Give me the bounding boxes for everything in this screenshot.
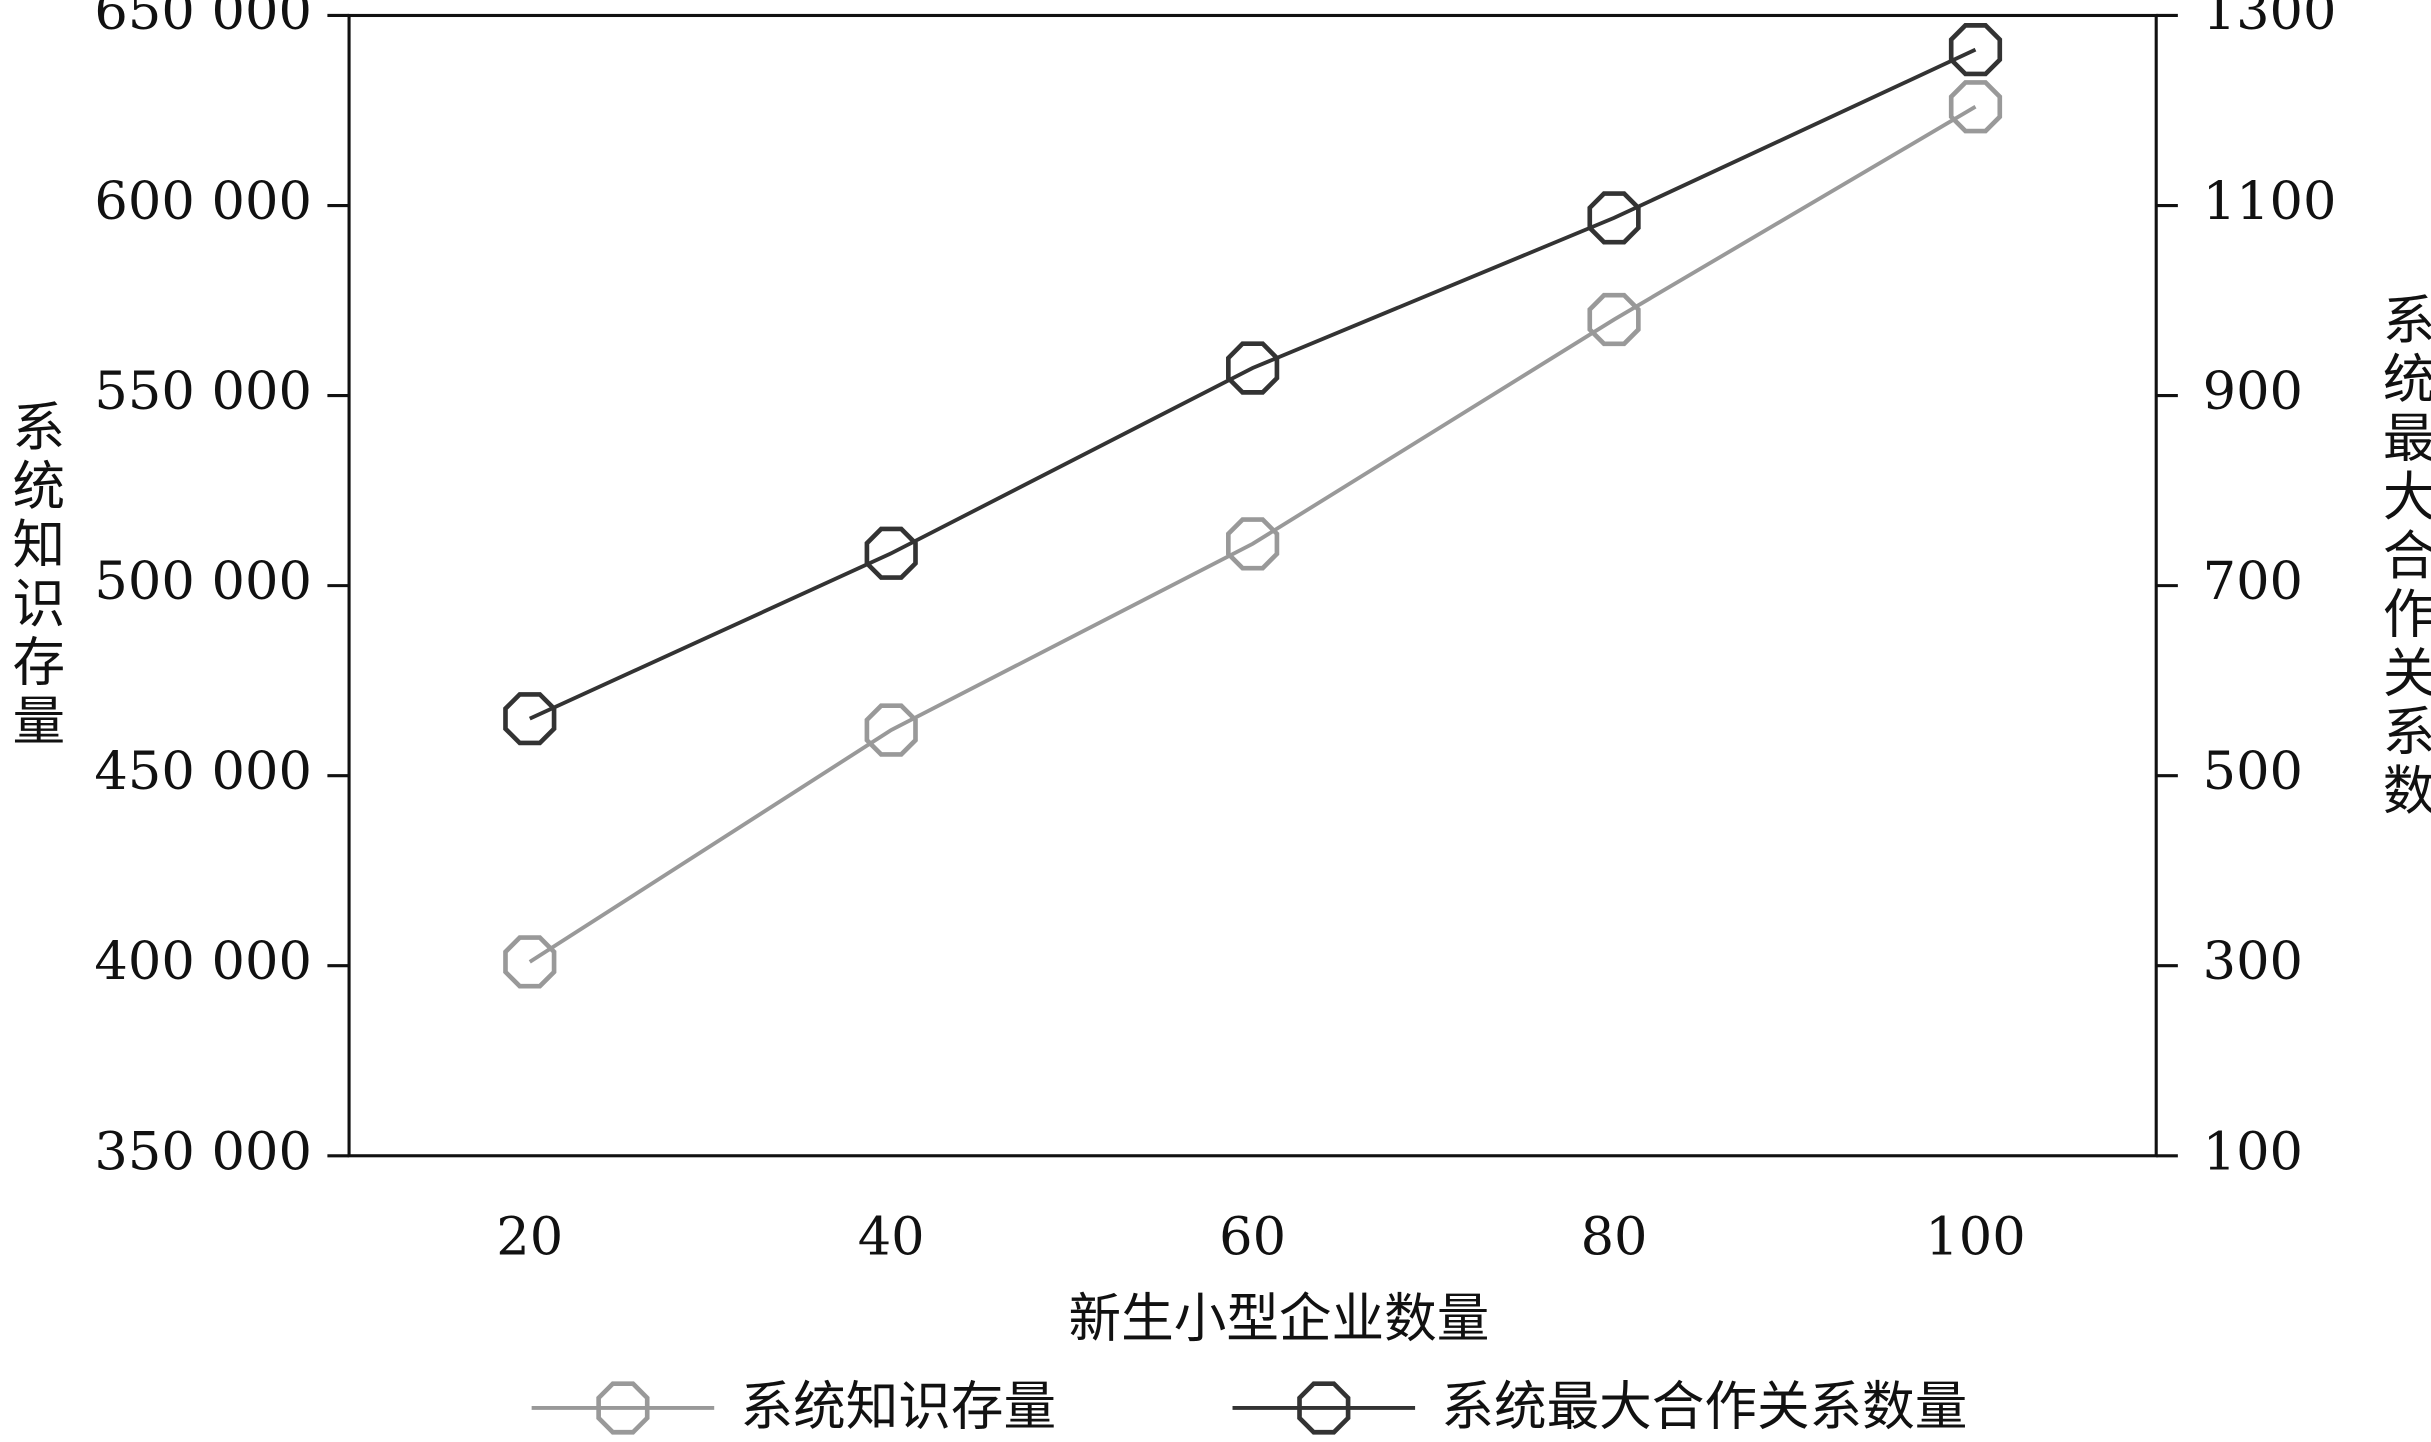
y2-tick-label: 100 [2203,1121,2303,1182]
y2-tick-label: 700 [2203,551,2303,612]
y-tick-label: 400 000 [94,931,312,992]
marker [864,526,918,580]
y-tick-label: 600 000 [94,171,312,232]
x-tick-label: 100 [1925,1206,2025,1267]
y-tick-label: 500 000 [94,551,312,612]
y-axis-title: 系统知识存量 [4,399,65,752]
y-tick-label: 550 000 [94,361,312,422]
y-tick-label: 450 000 [94,741,312,802]
plot-frame [347,13,2158,1158]
marker [1587,191,1641,245]
marker [1226,517,1280,571]
marker [1226,341,1280,395]
series-line [528,105,1977,964]
legend-label: 系统知识存量 [741,1377,1057,1438]
legend-label: 系统最大合作关系数量 [1441,1377,1967,1438]
y-tick-label: 350 000 [94,1121,312,1182]
marker [864,703,918,757]
y2-axis-title: 系统最大合作关系数 [2374,292,2431,821]
x-tick-label: 40 [858,1206,925,1267]
x-tick-label: 60 [1219,1206,1286,1267]
marker [503,935,557,989]
x-tick-label: 20 [496,1206,563,1267]
y2-tick-label: 1100 [2203,171,2337,232]
x-tick-label: 80 [1581,1206,1648,1267]
y2-tick-label: 1300 [2203,0,2337,42]
y-tick-label: 650 000 [94,0,312,42]
marker [1587,292,1641,347]
y2-tick-label: 500 [2203,741,2303,802]
legend-marker [1297,1381,1351,1435]
legend-marker [596,1381,650,1435]
marker [503,692,557,746]
series-line [528,47,1977,721]
marker [1948,80,2003,134]
y2-tick-label: 900 [2203,361,2303,422]
marker [1948,23,2003,77]
y2-tick-label: 300 [2203,931,2303,992]
x-axis-title: 新生小型企业数量 [1069,1288,1490,1349]
